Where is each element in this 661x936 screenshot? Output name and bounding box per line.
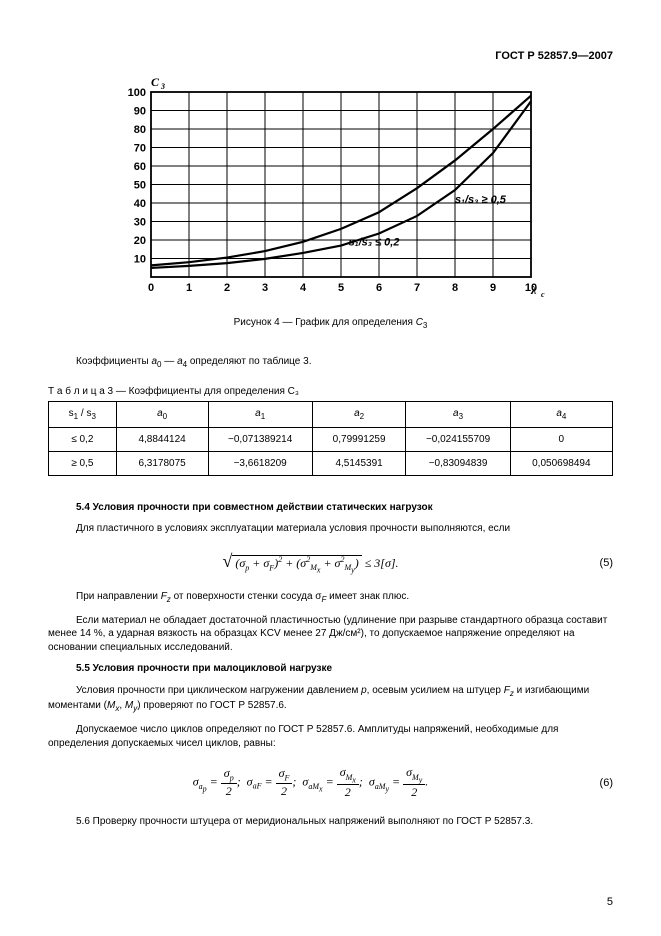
- svg-text:80: 80: [133, 124, 145, 136]
- table-row: ≥ 0,56,3178075−3,66182094,5145391−0,8309…: [49, 451, 613, 475]
- table-caption: Т а б л и ц а 3 — Коэффициенты для опред…: [48, 386, 613, 397]
- table-header: a3: [406, 401, 510, 427]
- section-5-4-line1: Для пластичного в условиях эксплуатации …: [48, 522, 613, 536]
- svg-text:0: 0: [147, 282, 153, 294]
- svg-text:c: c: [541, 290, 545, 299]
- svg-text:9: 9: [489, 282, 495, 294]
- svg-text:30: 30: [133, 217, 145, 229]
- svg-text:90: 90: [133, 106, 145, 118]
- svg-text:7: 7: [413, 282, 419, 294]
- svg-text:60: 60: [133, 161, 145, 173]
- svg-text:10: 10: [133, 254, 145, 266]
- section-5-5-line1: Условия прочности при циклическом нагруж…: [48, 684, 613, 716]
- svg-text:70: 70: [133, 143, 145, 155]
- svg-text:1: 1: [185, 282, 191, 294]
- svg-text:2: 2: [223, 282, 229, 294]
- page: ГОСТ Р 52857.9—2007 C 3 λ c s₁/s₃ ≤ 0,2s…: [0, 0, 661, 936]
- svg-text:s₁/s₃ ≥ 0,5: s₁/s₃ ≥ 0,5: [455, 194, 507, 206]
- svg-text:C: C: [151, 77, 160, 89]
- svg-text:10: 10: [524, 282, 536, 294]
- section-5-4-line2a: При направлении Fz от поверхности стенки…: [48, 590, 613, 606]
- svg-text:8: 8: [451, 282, 457, 294]
- svg-text:100: 100: [127, 87, 145, 99]
- table-header: a0: [116, 401, 208, 427]
- table-header: a1: [208, 401, 312, 427]
- equation-5: √(σp + σF)2 + (σ2Mx + σ2My) ≤ 3[σ]. (5): [48, 551, 613, 575]
- svg-text:3: 3: [261, 282, 267, 294]
- svg-text:6: 6: [375, 282, 381, 294]
- table-header: a2: [312, 401, 406, 427]
- svg-text:5: 5: [337, 282, 343, 294]
- table-header: s1 / s3: [49, 401, 117, 427]
- chart-caption: Рисунок 4 — График для определения C3: [48, 317, 613, 330]
- svg-text:20: 20: [133, 235, 145, 247]
- section-5-4-title: 5.4 Условия прочности при совместном дей…: [48, 501, 613, 515]
- page-number: 5: [607, 896, 613, 908]
- section-5-5-title: 5.5 Условия прочности при малоцикловой н…: [48, 662, 613, 676]
- svg-text:40: 40: [133, 198, 145, 210]
- coef-table: s1 / s3a0a1a2a3a4 ≤ 0,24,8844124−0,07138…: [48, 401, 613, 476]
- equation-6: σap = σp2; σaF = σF2; σaMx = σMx2; σaMy …: [48, 765, 613, 800]
- section-5-5-line2: Допускаемое число циклов определяют по Г…: [48, 723, 613, 750]
- svg-text:50: 50: [133, 180, 145, 192]
- svg-text:4: 4: [299, 282, 306, 294]
- section-5-4-line2b: Если материал не обладает достаточной пл…: [48, 614, 613, 655]
- table-header: a4: [510, 401, 612, 427]
- section-5-6: 5.6 Проверку прочности штуцера от мериди…: [48, 815, 613, 829]
- svg-text:3: 3: [160, 82, 165, 91]
- table-row: ≤ 0,24,8844124−0,0713892140,79991259−0,0…: [49, 427, 613, 451]
- chart-c3: C 3 λ c s₁/s₃ ≤ 0,2s₁/s₃ ≥ 0,5 012345678…: [111, 77, 551, 307]
- para-coeffs: Коэффициенты a0 — a4 определяют по табли…: [48, 355, 613, 371]
- svg-text:s₁/s₃ ≤ 0,2: s₁/s₃ ≤ 0,2: [348, 237, 399, 249]
- document-number: ГОСТ Р 52857.9—2007: [48, 50, 613, 62]
